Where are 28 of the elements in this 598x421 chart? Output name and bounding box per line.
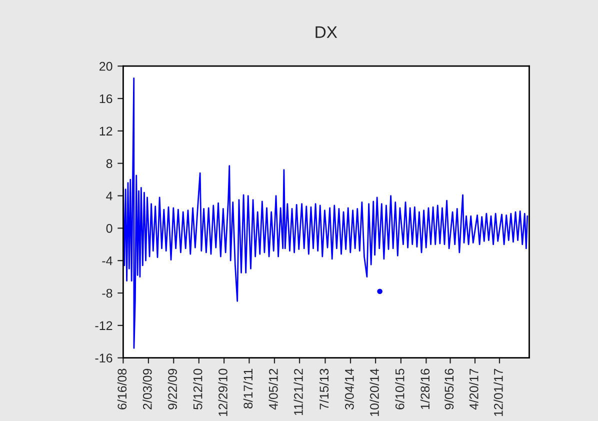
y-tick-label: 8 — [106, 159, 112, 168]
x-tick-label: 4/05/12 — [268, 368, 278, 410]
y-tick-label: -4 — [102, 256, 112, 266]
y-tick-label: -16 — [95, 354, 112, 362]
y-tick-label: 4 — [106, 192, 112, 200]
x-tick-label: 9/22/09 — [168, 368, 177, 410]
x-tick-label: 5/12/10 — [193, 368, 202, 410]
x-tick-label: 6/10/15 — [395, 368, 404, 410]
x-tick-label: 10/20/14 — [370, 368, 379, 416]
y-tick-label: 12 — [100, 126, 112, 136]
x-tick-label: 3/04/14 — [344, 368, 354, 410]
x-tick-label: 6/16/08 — [117, 368, 127, 410]
x-tick-label: 12/29/10 — [218, 368, 228, 416]
line-series — [123, 78, 528, 349]
x-tick-label: 12/01/17 — [494, 368, 503, 416]
x-tick-label: 9/05/16 — [444, 368, 454, 410]
x-tick-label: 1/28/16 — [420, 368, 430, 410]
x-tick-label: 8/17/11 — [243, 368, 253, 409]
y-tick-label: 16 — [100, 94, 112, 104]
chart-title: DX — [316, 26, 338, 38]
y-tick-label: 20 — [100, 62, 112, 71]
y-tick-label: -8 — [102, 288, 112, 298]
x-tick-label: 11/21/12 — [294, 368, 303, 416]
x-tick-label: 4/20/17 — [469, 368, 478, 410]
y-tick-label: 0 — [106, 224, 112, 233]
x-tick-label: 2/03/09 — [142, 368, 152, 410]
x-tick-label: 7/15/13 — [319, 368, 329, 410]
y-tick-label: -12 — [95, 321, 112, 330]
